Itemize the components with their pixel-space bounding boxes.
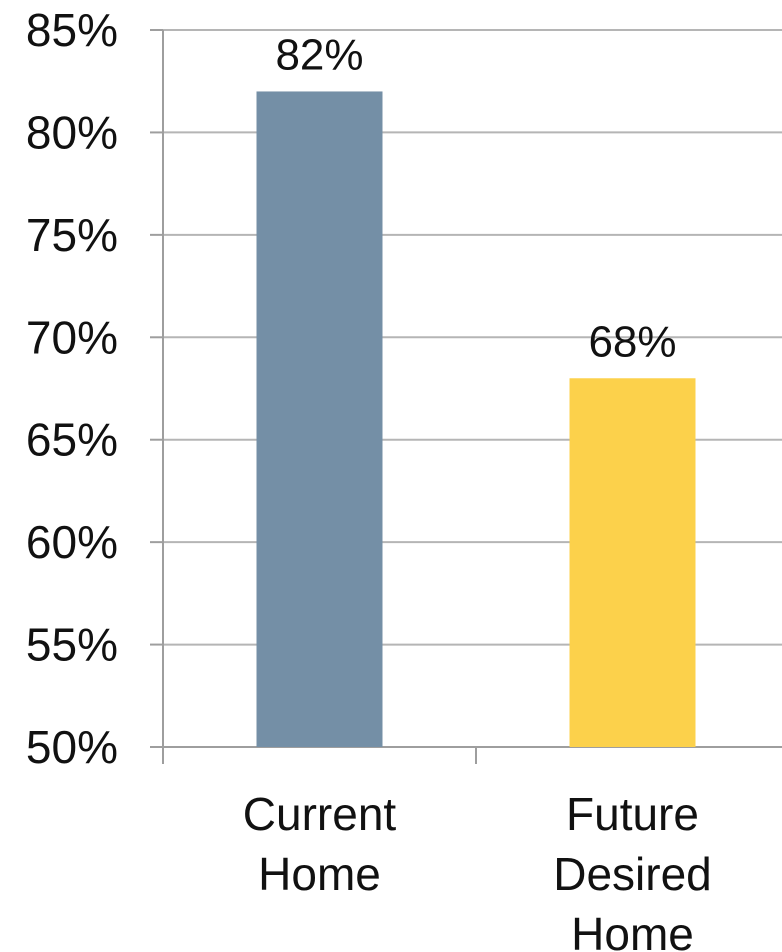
x-category-label: Current Home — [243, 788, 397, 900]
bar — [256, 91, 383, 747]
x-category-label: Future Desired Home — [553, 788, 712, 952]
bars — [256, 91, 696, 747]
x-category-labels: Current Home Future Desired Home — [243, 788, 712, 952]
y-tick-label: 70% — [26, 311, 118, 363]
y-tick-label: 65% — [26, 414, 118, 466]
data-label: 68% — [588, 317, 676, 366]
y-tick-label: 60% — [26, 516, 118, 568]
y-tick-label: 75% — [26, 209, 118, 261]
data-label: 82% — [275, 30, 363, 79]
y-tick-label: 80% — [26, 106, 118, 158]
y-tick-label: 55% — [26, 619, 118, 671]
bar — [569, 378, 696, 747]
data-labels: 82% 68% — [275, 30, 676, 366]
y-tick-label: 50% — [26, 721, 118, 773]
y-tick-label: 85% — [26, 4, 118, 56]
y-tick-labels: 50% 55% 60% 65% 70% 75% 80% 85% — [26, 4, 118, 773]
